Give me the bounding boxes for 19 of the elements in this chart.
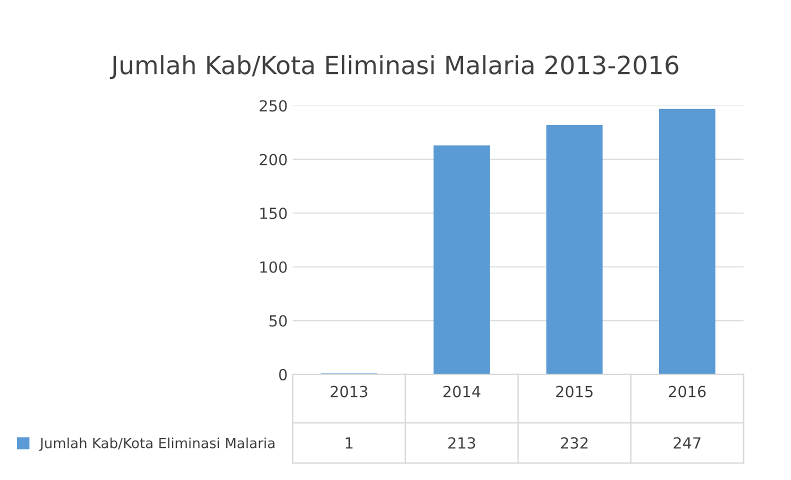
x-tick-label: 2015	[556, 386, 593, 398]
bar	[659, 108, 716, 374]
x-tick-label: 2016	[668, 386, 706, 398]
x-tick-label: 2013	[330, 386, 368, 398]
y-tick-label: 50	[270, 315, 287, 327]
bar	[434, 145, 490, 374]
legend-label: Jumlah Kab/Kota Eliminasi Malaria	[39, 438, 274, 451]
y-tick-label: 100	[260, 261, 287, 273]
y-tick-label: 250	[260, 100, 287, 112]
y-tick-label: 0	[279, 368, 287, 380]
x-tick-label: 2014	[443, 386, 480, 398]
bar	[546, 124, 603, 374]
data-label: 247	[674, 437, 700, 449]
data-label: 232	[561, 437, 588, 449]
y-tick-label: 150	[260, 208, 287, 220]
data-label: 213	[448, 437, 476, 449]
chart-title: Jumlah Kab/Kota Eliminasi Malaria 2013-2016	[110, 55, 678, 80]
data-label: 1	[346, 437, 352, 449]
y-tick-label: 200	[260, 154, 287, 166]
